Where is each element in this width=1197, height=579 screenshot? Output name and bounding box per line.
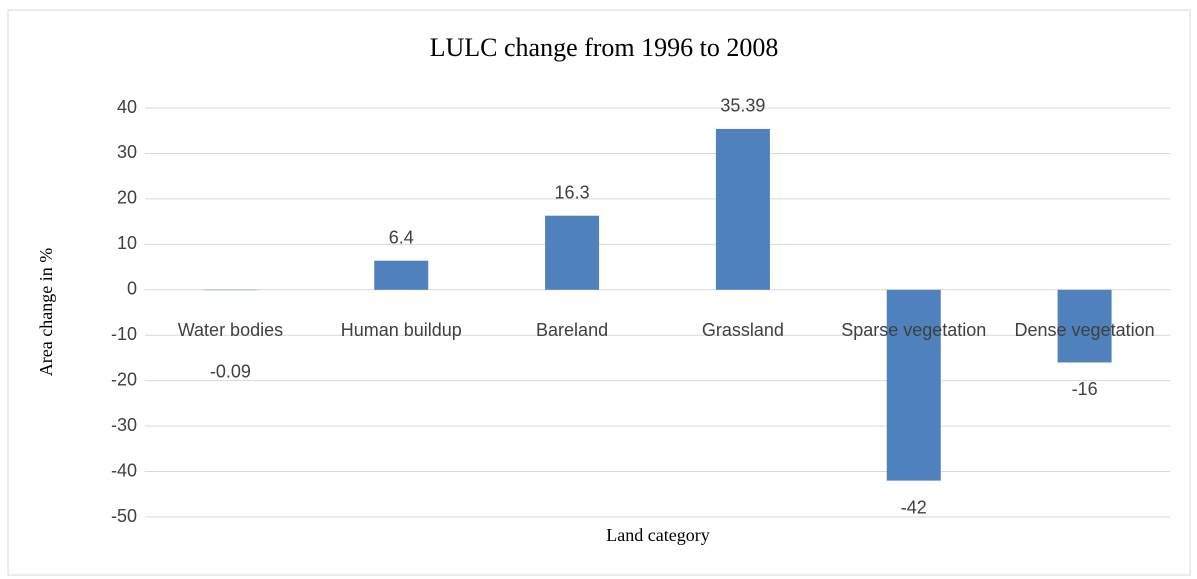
- y-tick-label: 0: [127, 279, 137, 299]
- y-tick-label: -50: [111, 506, 137, 526]
- data-label: -16: [1072, 379, 1098, 399]
- x-tick-label-box: Sparse vegetation: [841, 319, 987, 340]
- x-tick-label-box: Water bodies: [177, 319, 284, 340]
- x-tick-label-box: Human buildup: [340, 319, 462, 340]
- x-axis-label: Land category: [606, 525, 709, 545]
- y-tick-label: 40: [117, 97, 137, 117]
- x-tick-label: Dense vegetation: [1014, 319, 1155, 340]
- y-tick-label: 30: [117, 142, 137, 162]
- x-tick-label: Grassland: [701, 319, 784, 340]
- bar: [545, 215, 600, 290]
- data-label: -0.09: [210, 362, 251, 382]
- y-tick-label: -30: [111, 415, 137, 435]
- data-label: 35.39: [720, 96, 765, 116]
- y-axis-label: Area change in %: [36, 248, 56, 376]
- bar: [886, 289, 941, 481]
- y-tick-label: 20: [117, 188, 137, 208]
- y-tick-label: -40: [111, 460, 137, 480]
- x-tick-label-box: Bareland: [536, 319, 609, 340]
- data-label: -42: [901, 497, 927, 517]
- y-tick-label: -10: [111, 324, 137, 344]
- x-tick-label-box: Grassland: [701, 319, 784, 340]
- x-tick-label: Bareland: [536, 319, 609, 340]
- chart-frame: [7, 9, 1191, 576]
- x-tick-label: Sparse vegetation: [841, 319, 987, 340]
- chart-title: LULC change from 1996 to 2008: [430, 33, 779, 62]
- bar: [715, 128, 770, 290]
- x-tick-label: Water bodies: [177, 319, 284, 340]
- data-label: 6.4: [389, 227, 414, 247]
- data-label: 16.3: [555, 182, 590, 202]
- bar: [374, 260, 429, 290]
- y-tick-label: -20: [111, 369, 137, 389]
- bar: [1057, 289, 1112, 363]
- y-tick-label: 10: [117, 233, 137, 253]
- x-tick-label-box: Dense vegetation: [1014, 319, 1155, 340]
- x-tick-label: Human buildup: [340, 319, 462, 340]
